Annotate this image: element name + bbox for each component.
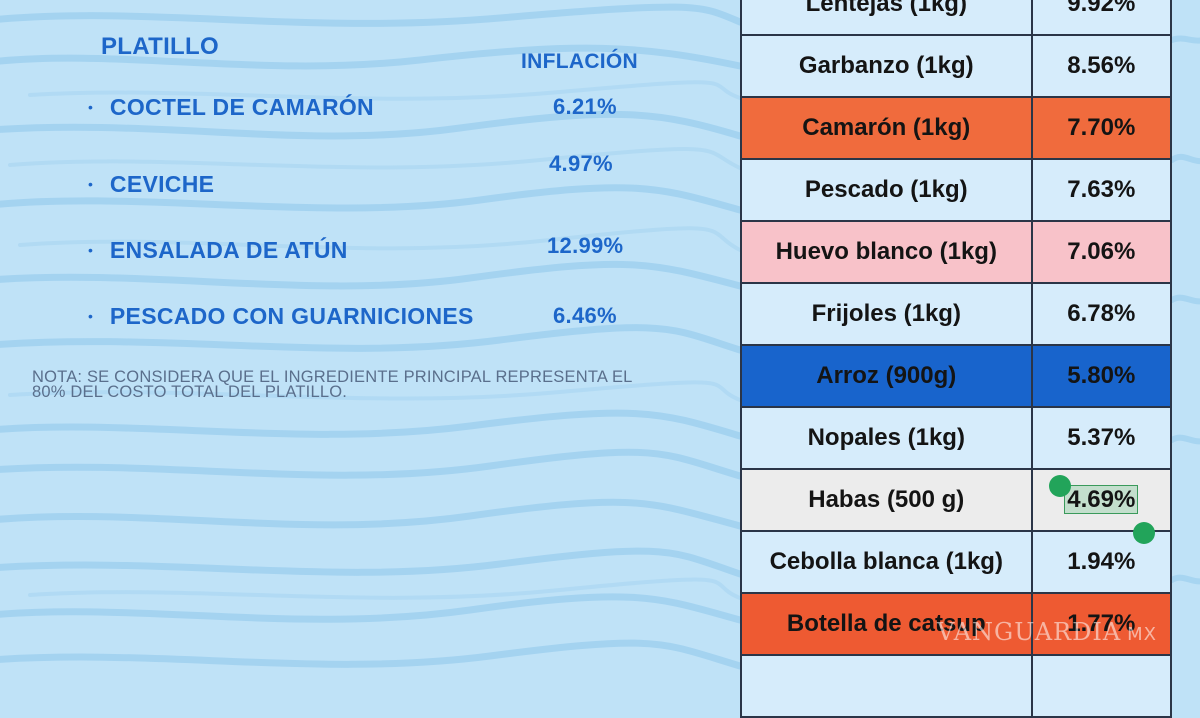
- table-row: Frijoles (1kg) 6.78%: [740, 282, 1173, 346]
- table-row: Cebolla blanca (1kg) 1.94%: [740, 530, 1173, 594]
- bullet-icon: •: [88, 99, 93, 115]
- ingredient-cell[interactable]: Botella de catsup: [740, 592, 1033, 656]
- ingredient-cell[interactable]: Camarón (1kg): [740, 96, 1033, 160]
- table-row: Camarón (1kg) 7.70%: [740, 96, 1173, 160]
- inflation-cell[interactable]: 7.06%: [1030, 220, 1173, 284]
- bullet-icon: •: [88, 242, 93, 258]
- dish-name: ENSALADA DE ATÚN: [109, 236, 348, 263]
- dish-inflation-value: 4.97%: [549, 151, 613, 176]
- inflation-cell-empty[interactable]: [1030, 654, 1173, 718]
- inflation-cell[interactable]: 5.37%: [1030, 406, 1173, 470]
- selection-start-handle[interactable]: [1049, 475, 1071, 497]
- dish-row-ensalada: • ENSALADA DE ATÚN: [88, 235, 348, 265]
- inflation-cell[interactable]: 8.56%: [1030, 34, 1173, 98]
- dish-inflation-value: 6.46%: [553, 303, 617, 328]
- table-row: Arroz (900g) 5.80%: [740, 344, 1173, 408]
- ingredient-cell[interactable]: Cebolla blanca (1kg): [740, 530, 1033, 594]
- inflation-cell[interactable]: 9.92%: [1030, 0, 1173, 36]
- table-row: Pescado (1kg) 7.63%: [740, 158, 1173, 222]
- text-selection[interactable]: 4.69%: [1064, 485, 1139, 514]
- dish-inflation-value: 12.99%: [547, 233, 624, 258]
- footnote: NOTA: SE CONSIDERA QUE EL INGREDIENTE PR…: [32, 368, 702, 401]
- inflation-column-header: INFLACIÓN: [521, 50, 639, 73]
- dish-name: COCTEL DE CAMARÓN: [109, 93, 374, 120]
- table-row: Nopales (1kg) 5.37%: [740, 406, 1173, 470]
- table-row: Lentejas (1kg) 9.92%: [740, 0, 1173, 36]
- selection-end-handle[interactable]: [1133, 522, 1155, 544]
- table-row: Habas (500 g) 4.69%: [740, 468, 1173, 532]
- inflation-cell[interactable]: 6.78%: [1030, 282, 1173, 346]
- dish-row-ceviche: • CEVICHE: [88, 169, 214, 199]
- watermark-suffix: MX: [1127, 624, 1158, 645]
- watermark-logo: VANGUARDIA MX: [937, 618, 1157, 646]
- inflation-cell[interactable]: 1.77%: [1030, 592, 1173, 656]
- footnote-line: NOTA: SE CONSIDERA QUE EL INGREDIENTE PR…: [32, 368, 633, 386]
- wave-background: [0, 3, 1200, 670]
- dish-inflation-value: 6.21%: [553, 94, 617, 119]
- table-row: Huevo blanco (1kg) 7.06%: [740, 220, 1173, 284]
- table-row: [740, 654, 1173, 718]
- table-row: Botella de catsup 1.77%: [740, 592, 1173, 656]
- dish-row-pescado: • PESCADO CON GUARNICIONES: [88, 301, 474, 331]
- table-row: Garbanzo (1kg) 8.56%: [740, 34, 1173, 98]
- ingredient-cell[interactable]: Habas (500 g): [740, 468, 1033, 532]
- dish-name: PESCADO CON GUARNICIONES: [109, 302, 474, 329]
- ingredient-cell[interactable]: Nopales (1kg): [740, 406, 1033, 470]
- ingredient-cell[interactable]: Lentejas (1kg): [740, 0, 1033, 36]
- footnote-line: 80% DEL COSTO TOTAL DEL PLATILLO.: [32, 383, 348, 401]
- bullet-icon: •: [88, 176, 93, 192]
- inflation-cell[interactable]: 7.63%: [1030, 158, 1173, 222]
- inflation-cell[interactable]: 5.80%: [1030, 344, 1173, 408]
- ingredient-cell-empty[interactable]: [740, 654, 1033, 718]
- dish-column-header: PLATILLO: [101, 33, 219, 60]
- dish-inflation-panel: PLATILLO INFLACIÓN • COCTEL DE CAMARÓN 6…: [32, 33, 702, 401]
- watermark-brand: VANGUARDIA: [937, 618, 1122, 646]
- inflation-cell[interactable]: 7.70%: [1030, 96, 1173, 160]
- ingredient-cell[interactable]: Arroz (900g): [740, 344, 1033, 408]
- dish-name: CEVICHE: [109, 170, 215, 197]
- bullet-icon: •: [88, 308, 93, 324]
- ingredient-cell[interactable]: Frijoles (1kg): [740, 282, 1033, 346]
- ingredient-cell[interactable]: Pescado (1kg): [740, 158, 1033, 222]
- ingredient-cell[interactable]: Garbanzo (1kg): [740, 34, 1033, 98]
- dish-row-coctel: • COCTEL DE CAMARÓN: [88, 92, 374, 122]
- ingredient-inflation-table: Lentejas (1kg) 9.92% Garbanzo (1kg) 8.56…: [740, 0, 1173, 718]
- ingredient-cell[interactable]: Huevo blanco (1kg): [740, 220, 1033, 284]
